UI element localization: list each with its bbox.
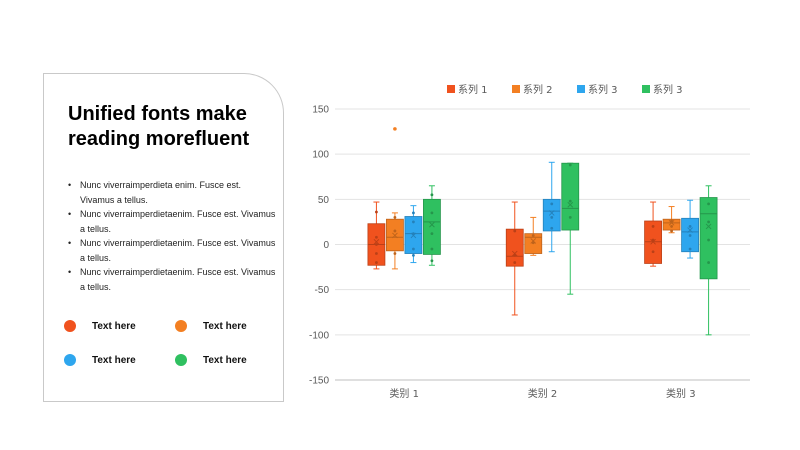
box[interactable] — [505, 228, 524, 267]
data-point — [430, 259, 434, 263]
data-point — [412, 247, 415, 251]
card-legend-label: Text here — [92, 354, 136, 366]
mean-marker — [548, 210, 555, 216]
legend-label: 系列 2 — [523, 83, 553, 96]
card-legend-item: Text here — [175, 354, 247, 366]
data-point — [688, 234, 692, 237]
data-point — [707, 220, 710, 224]
x-tick-label: 类别 1 — [389, 387, 419, 400]
outlier-point — [393, 127, 397, 131]
legend-swatch — [577, 85, 585, 93]
card-legend-label: Text here — [92, 320, 136, 332]
y-tick-label: -100 — [309, 330, 329, 341]
data-point — [412, 211, 415, 215]
data-point — [430, 211, 434, 215]
y-tick-label: 150 — [312, 105, 329, 116]
data-point — [550, 202, 554, 206]
box[interactable] — [423, 198, 441, 255]
mean-marker — [687, 227, 693, 233]
card-title: Unified fonts make reading morefluent — [68, 103, 250, 150]
data-point — [393, 252, 397, 255]
data-point — [707, 261, 710, 264]
mean-marker — [650, 238, 656, 245]
data-point — [430, 193, 434, 197]
card-legend: Text here Text here Text here Text here — [64, 320, 274, 380]
card-legend-item: Text here — [64, 320, 136, 332]
mean-marker — [373, 238, 380, 245]
bullet-item: Nunc viverraimperdietaenim. Fusce est. V… — [66, 236, 276, 265]
mean-marker — [410, 232, 417, 239]
data-point — [430, 247, 434, 251]
mean-marker — [705, 223, 712, 230]
data-point — [707, 202, 710, 206]
data-point — [412, 220, 415, 224]
data-point — [707, 238, 710, 242]
data-point — [651, 250, 655, 254]
y-tick-label: -50 — [315, 285, 330, 296]
legend-label: 系列 3 — [653, 83, 683, 96]
data-point — [550, 216, 554, 219]
data-point — [393, 216, 397, 219]
dot-icon — [64, 320, 76, 332]
data-point — [412, 253, 415, 257]
bullet-item: Nunc viverraimperdietaenim. Fusce est. V… — [66, 207, 276, 236]
data-point — [393, 229, 397, 233]
dot-icon — [175, 320, 187, 332]
bullet-item: Nunc viverraimperdieta enim. Fusce est. … — [66, 178, 276, 207]
mean-marker — [668, 220, 675, 226]
data-point — [670, 225, 673, 228]
legend-swatch — [642, 85, 650, 93]
y-tick-label: 0 — [323, 240, 329, 251]
box[interactable] — [561, 162, 580, 231]
data-point — [375, 235, 378, 239]
mean-marker — [567, 201, 574, 208]
data-point — [688, 247, 692, 251]
data-point — [550, 226, 554, 230]
mean-marker — [392, 232, 398, 239]
dot-icon — [64, 354, 76, 366]
legend-swatch — [447, 85, 455, 93]
data-point — [375, 243, 378, 246]
data-point — [651, 225, 655, 228]
data-point — [430, 232, 434, 236]
legend-swatch — [512, 85, 520, 93]
data-point — [375, 261, 378, 264]
data-point — [513, 261, 517, 264]
card-legend-item: Text here — [64, 354, 136, 366]
card-legend-label: Text here — [203, 354, 247, 366]
x-tick-label: 类别 2 — [528, 387, 558, 400]
data-point — [568, 163, 572, 167]
dot-icon — [175, 354, 187, 366]
x-tick-label: 类别 3 — [666, 387, 696, 400]
mean-marker — [530, 238, 537, 244]
data-point — [531, 234, 535, 237]
bullet-list: Nunc viverraimperdieta enim. Fusce est. … — [66, 178, 276, 294]
legend-label: 系列 1 — [458, 83, 488, 96]
y-tick-label: 100 — [312, 150, 329, 161]
legend-label: 系列 3 — [588, 83, 618, 96]
card-legend-item: Text here — [175, 320, 247, 332]
data-point — [375, 210, 378, 214]
box[interactable] — [542, 198, 561, 232]
data-point — [568, 199, 572, 203]
card-legend-label: Text here — [203, 320, 247, 332]
bullet-item: Nunc viverraimperdietaenim. Fusce est. V… — [66, 265, 276, 294]
info-card: Unified fonts make reading morefluent Nu… — [43, 73, 284, 402]
data-point — [670, 229, 673, 233]
data-point — [568, 216, 572, 219]
mean-marker — [429, 221, 435, 228]
box[interactable] — [699, 197, 718, 280]
data-point — [688, 225, 692, 228]
y-tick-label: -150 — [309, 376, 329, 387]
y-tick-label: 50 — [318, 195, 330, 206]
mean-marker — [511, 250, 518, 257]
data-point — [513, 229, 517, 233]
data-point — [375, 252, 378, 255]
